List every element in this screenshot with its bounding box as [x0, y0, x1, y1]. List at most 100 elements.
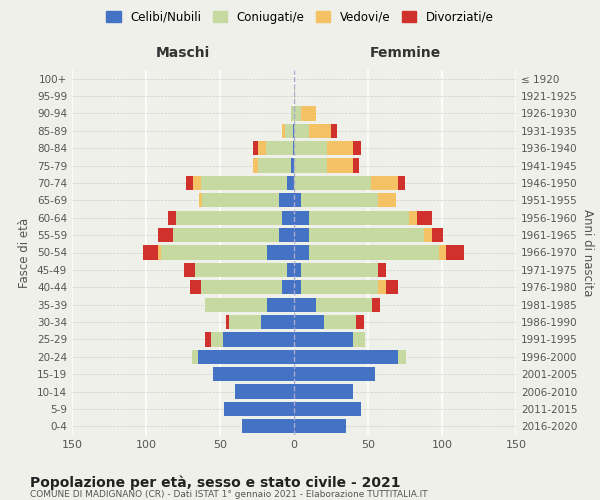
Bar: [373, 298, 380, 312]
Bar: [268, 298, 294, 312]
Bar: [294, 193, 301, 208]
Bar: [294, 315, 323, 329]
Bar: [198, 350, 294, 364]
Bar: [323, 315, 356, 329]
Bar: [262, 315, 294, 329]
Bar: [223, 332, 294, 346]
Bar: [173, 228, 279, 242]
Bar: [259, 158, 291, 172]
Bar: [309, 246, 439, 260]
Bar: [224, 402, 294, 416]
Bar: [242, 419, 294, 434]
Bar: [294, 89, 295, 103]
Text: Maschi: Maschi: [156, 46, 210, 60]
Bar: [331, 124, 337, 138]
Bar: [294, 158, 326, 172]
Text: Femmine: Femmine: [370, 46, 440, 60]
Bar: [168, 210, 176, 225]
Text: COMUNE DI MADIGNANO (CR) - Dati ISTAT 1° gennaio 2021 - Elaborazione TUTTITALIA.: COMUNE DI MADIGNANO (CR) - Dati ISTAT 1°…: [30, 490, 428, 499]
Bar: [226, 315, 229, 329]
Bar: [266, 141, 293, 156]
Bar: [282, 124, 285, 138]
Bar: [199, 193, 202, 208]
Bar: [294, 350, 398, 364]
Bar: [294, 246, 309, 260]
Bar: [205, 332, 211, 346]
Bar: [190, 280, 201, 294]
Bar: [398, 176, 405, 190]
Bar: [205, 298, 268, 312]
Bar: [439, 246, 446, 260]
Bar: [193, 176, 201, 190]
Bar: [398, 350, 406, 364]
Bar: [326, 158, 353, 172]
Bar: [184, 263, 195, 277]
Bar: [158, 228, 173, 242]
Bar: [353, 332, 365, 346]
Bar: [409, 210, 417, 225]
Bar: [212, 367, 294, 382]
Bar: [287, 263, 294, 277]
Bar: [291, 106, 294, 120]
Bar: [294, 210, 309, 225]
Bar: [176, 210, 282, 225]
Bar: [291, 158, 294, 172]
Bar: [202, 193, 279, 208]
Y-axis label: Fasce di età: Fasce di età: [19, 218, 31, 288]
Bar: [294, 106, 301, 120]
Bar: [294, 419, 346, 434]
Bar: [294, 176, 371, 190]
Bar: [186, 176, 193, 190]
Bar: [282, 280, 294, 294]
Bar: [424, 228, 431, 242]
Bar: [417, 210, 431, 225]
Bar: [446, 246, 464, 260]
Bar: [229, 315, 262, 329]
Bar: [259, 141, 266, 156]
Bar: [195, 263, 287, 277]
Bar: [379, 280, 386, 294]
Bar: [158, 246, 161, 260]
Bar: [301, 106, 316, 120]
Bar: [379, 263, 386, 277]
Bar: [309, 124, 331, 138]
Bar: [294, 280, 301, 294]
Bar: [371, 176, 398, 190]
Bar: [201, 176, 287, 190]
Bar: [282, 210, 294, 225]
Bar: [287, 176, 294, 190]
Bar: [294, 384, 353, 398]
Bar: [301, 280, 379, 294]
Text: Popolazione per età, sesso e stato civile - 2021: Popolazione per età, sesso e stato civil…: [30, 475, 401, 490]
Bar: [294, 332, 353, 346]
Bar: [294, 402, 361, 416]
Bar: [279, 193, 294, 208]
Bar: [211, 332, 223, 346]
Bar: [294, 228, 309, 242]
Bar: [356, 315, 364, 329]
Bar: [294, 124, 309, 138]
Bar: [161, 246, 268, 260]
Bar: [253, 141, 259, 156]
Bar: [294, 263, 301, 277]
Bar: [192, 350, 198, 364]
Bar: [201, 280, 282, 294]
Bar: [379, 193, 396, 208]
Bar: [431, 228, 443, 242]
Bar: [294, 141, 326, 156]
Bar: [309, 228, 424, 242]
Bar: [326, 141, 353, 156]
Bar: [268, 246, 294, 260]
Bar: [309, 210, 409, 225]
Y-axis label: Anni di nascita: Anni di nascita: [581, 209, 594, 296]
Legend: Celibi/Nubili, Coniugati/e, Vedovi/e, Divorziati/e: Celibi/Nubili, Coniugati/e, Vedovi/e, Di…: [101, 6, 499, 28]
Bar: [253, 158, 259, 172]
Bar: [353, 141, 361, 156]
Bar: [301, 263, 379, 277]
Bar: [293, 124, 294, 138]
Bar: [293, 141, 294, 156]
Bar: [285, 124, 293, 138]
Bar: [301, 193, 379, 208]
Bar: [294, 367, 376, 382]
Bar: [143, 246, 158, 260]
